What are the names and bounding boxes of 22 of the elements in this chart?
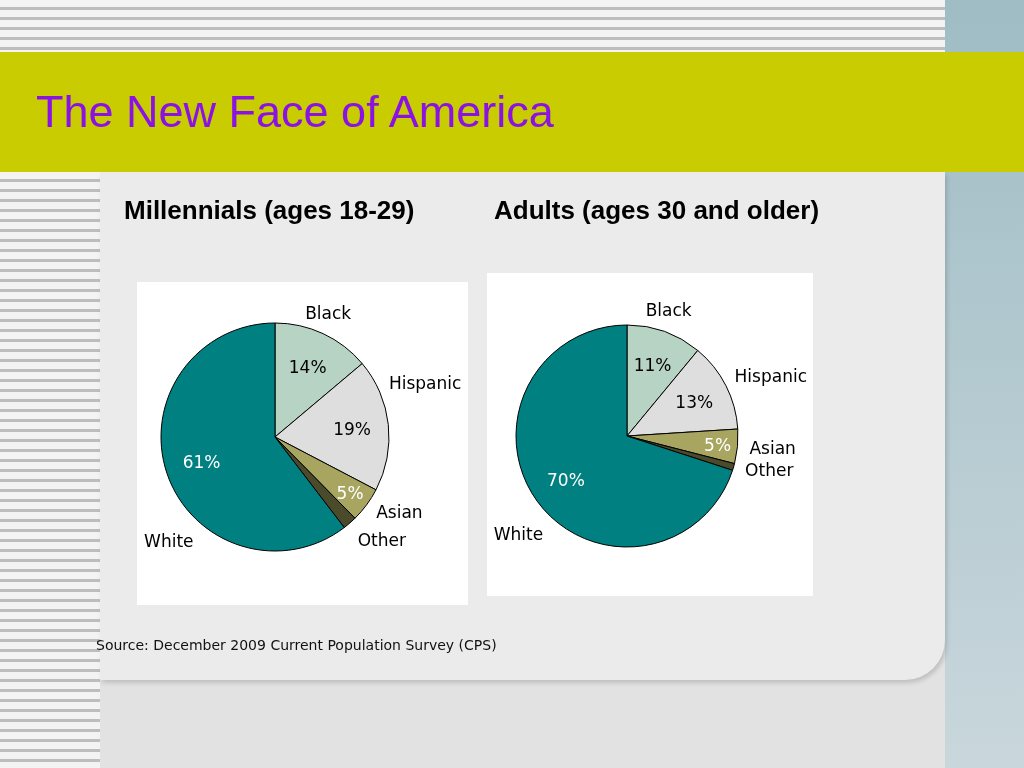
data-label: 13% bbox=[675, 391, 714, 412]
chart-title: Millennials (ages 18-29) bbox=[124, 195, 415, 225]
slice-label: Other bbox=[357, 529, 406, 550]
data-label: 5% bbox=[336, 482, 364, 503]
slice-label: Black bbox=[645, 300, 692, 321]
chart-title: Adults (ages 30 and older) bbox=[494, 195, 820, 225]
source-note: Source: December 2009 Current Population Survey (CPS) bbox=[96, 637, 497, 653]
data-label: 5% bbox=[704, 434, 732, 455]
slice-label: Asian bbox=[376, 501, 423, 522]
slice-label: Black bbox=[305, 302, 352, 323]
slice-label: Other bbox=[745, 460, 794, 481]
text: The New Face of America bbox=[36, 86, 554, 137]
data-label: 70% bbox=[547, 470, 585, 491]
data-label: 11% bbox=[633, 354, 672, 375]
slice-label: Asian bbox=[749, 437, 796, 458]
slice-label: White bbox=[144, 530, 194, 551]
slice-label: Hispanic bbox=[734, 366, 807, 387]
data-label: 19% bbox=[333, 418, 371, 439]
slice-label: White bbox=[493, 523, 544, 544]
slice-label: Hispanic bbox=[388, 373, 462, 394]
data-label: 14% bbox=[288, 356, 327, 377]
data-label: 61% bbox=[182, 451, 221, 472]
